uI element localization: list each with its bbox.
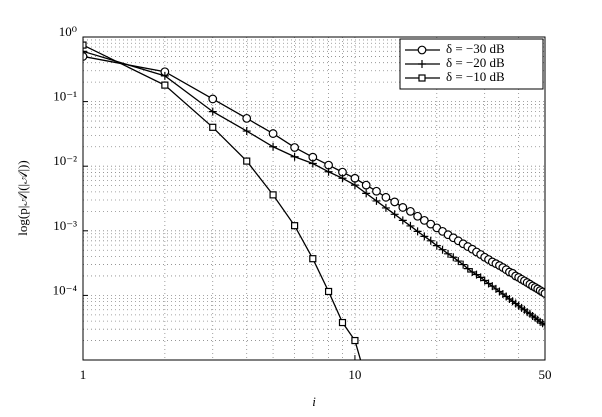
marker: [338, 318, 347, 327]
marker: [372, 186, 381, 196]
x-tick-label: 1: [80, 367, 87, 382]
marker: [418, 60, 426, 68]
x-axis-label: i: [312, 394, 316, 409]
marker: [390, 210, 399, 219]
marker: [309, 255, 317, 263]
marker: [419, 215, 429, 225]
marker: [362, 189, 371, 198]
marker: [417, 45, 427, 55]
marker: [390, 197, 400, 207]
marker: [420, 232, 429, 241]
marker: [308, 159, 317, 168]
y-tick-label: 10⁻¹: [53, 89, 77, 104]
marker: [242, 113, 252, 123]
marker: [209, 123, 217, 131]
legend-label: δ = −10 dB: [446, 69, 505, 84]
marker: [290, 152, 299, 161]
marker: [472, 270, 481, 279]
marker: [350, 173, 360, 183]
marker: [361, 180, 371, 190]
plot-area: [83, 37, 545, 360]
marker: [268, 129, 278, 138]
marker: [463, 264, 472, 273]
marker: [338, 174, 347, 183]
y-tick-label: 10⁻⁴: [53, 282, 78, 297]
y-tick-label: 10⁰: [59, 24, 77, 39]
marker: [541, 320, 545, 329]
y-tick-label: 10⁻³: [53, 218, 77, 233]
legend-label: δ = −30 dB: [446, 41, 505, 56]
marker: [291, 222, 299, 230]
marker: [83, 47, 87, 56]
marker: [208, 107, 217, 116]
marker: [476, 273, 485, 282]
y-axis-label: log(p|𝒜|(|𝒜|)): [15, 160, 30, 235]
marker: [324, 160, 333, 170]
marker: [372, 196, 381, 205]
marker: [426, 236, 435, 245]
marker: [83, 52, 88, 61]
legend: δ = −30 dBδ = −20 dBδ = −10 dB: [399, 38, 544, 90]
marker: [381, 203, 390, 212]
marker: [418, 74, 426, 82]
marker: [406, 221, 415, 230]
marker: [398, 203, 408, 212]
marker: [406, 206, 415, 216]
plot: [83, 41, 545, 382]
marker: [290, 143, 300, 152]
marker: [83, 41, 87, 49]
marker: [381, 192, 391, 202]
marker: [454, 257, 463, 266]
marker: [538, 319, 545, 328]
marker: [350, 181, 359, 190]
marker: [208, 94, 218, 104]
marker: [432, 241, 441, 250]
y-tick-label: 10⁻²: [53, 153, 77, 168]
marker: [449, 253, 458, 262]
marker: [438, 245, 447, 254]
x-tick-label: 50: [539, 367, 552, 382]
marker: [324, 287, 333, 296]
marker: [468, 268, 477, 277]
marker: [242, 127, 251, 136]
marker: [269, 191, 277, 199]
axes: 1 10 50 10⁰ 10⁻¹ 10⁻² 10⁻³ 10⁻⁴: [53, 24, 552, 382]
marker: [324, 167, 333, 176]
marker: [269, 142, 278, 151]
x-tick-label: 10: [348, 367, 361, 382]
marker: [398, 216, 407, 225]
marker: [426, 219, 436, 229]
marker: [413, 211, 422, 221]
marker: [444, 249, 453, 258]
marker: [351, 336, 359, 345]
marker: [243, 157, 251, 165]
legend-label: δ = −20 dB: [446, 55, 505, 70]
plot-frame: [82, 36, 546, 361]
marker: [363, 376, 369, 382]
marker: [160, 71, 169, 80]
marker: [459, 260, 468, 269]
marker: [161, 81, 169, 89]
marker: [413, 227, 422, 236]
marker: [540, 289, 545, 298]
